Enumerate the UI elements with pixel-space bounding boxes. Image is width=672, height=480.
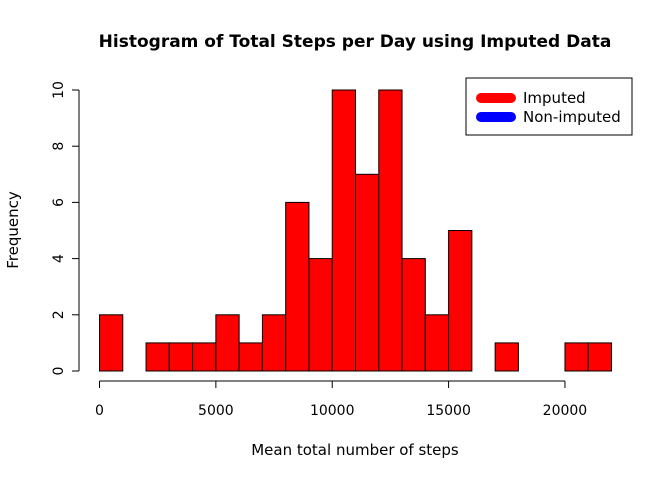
y-tick-label: 8	[51, 142, 67, 151]
histogram-bar	[215, 314, 240, 372]
y-tick-label: 2	[51, 310, 67, 319]
x-axis: 0 5000 10000 15000 20000	[95, 380, 588, 419]
y-tick-label: 4	[51, 254, 67, 263]
x-tick-label: 5000	[198, 403, 234, 419]
histogram-bar	[192, 342, 217, 372]
legend-label: Non-imputed	[523, 108, 621, 126]
y-axis-label: Frequency	[4, 191, 22, 269]
x-tick-label: 20000	[543, 403, 588, 419]
x-axis-label: Mean total number of steps	[251, 441, 459, 459]
y-tick-label: 0	[51, 367, 67, 376]
x-tick-label: 15000	[426, 403, 471, 419]
chart-title: Histogram of Total Steps per Day using I…	[99, 32, 612, 52]
histogram-bar	[285, 201, 310, 372]
histogram-bar	[145, 342, 170, 372]
histogram-bar	[378, 89, 403, 372]
x-tick-label: 10000	[310, 403, 355, 419]
histogram-bar	[424, 314, 450, 372]
histogram-bar	[238, 342, 263, 372]
legend-box	[465, 77, 633, 136]
histogram-bar	[401, 258, 426, 372]
legend-label: Imputed	[523, 89, 586, 107]
histogram-bar	[448, 230, 473, 372]
histogram-bar	[587, 342, 613, 372]
histogram-bar	[564, 342, 589, 372]
histogram-bar	[168, 342, 194, 372]
histogram-bar	[494, 342, 519, 372]
x-tick-label: 0	[95, 403, 104, 419]
histogram-bar	[99, 314, 124, 372]
y-tick-label: 10	[51, 81, 67, 99]
histogram-bar	[331, 89, 356, 372]
histogram-bar	[308, 258, 333, 372]
histogram-bars	[99, 89, 613, 372]
histogram-bar	[261, 314, 287, 372]
y-axis: 0 2 4 6 8 10	[51, 81, 80, 376]
histogram-bar	[355, 173, 380, 372]
y-tick-label: 6	[51, 198, 67, 207]
